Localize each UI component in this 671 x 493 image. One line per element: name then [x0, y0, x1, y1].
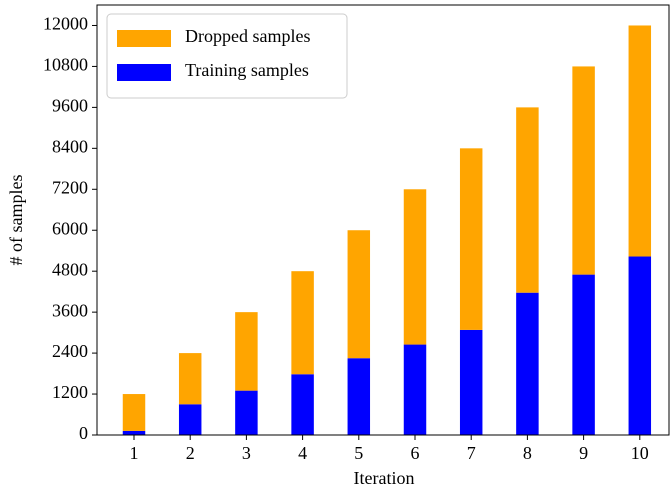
legend-swatch — [117, 30, 171, 47]
y-tick-label: 6000 — [52, 218, 88, 238]
bar — [572, 66, 595, 275]
bar — [403, 344, 427, 435]
bar — [178, 353, 202, 405]
y-tick-label: 12000 — [43, 14, 88, 34]
bar — [459, 148, 483, 330]
y-tick-label: 7200 — [52, 177, 88, 197]
bar — [122, 394, 146, 431]
x-axis-label: Iteration — [354, 468, 415, 488]
bar — [291, 271, 314, 375]
y-tick-label: 8400 — [52, 136, 88, 156]
x-tick-label: 1 — [130, 443, 139, 463]
bar — [459, 329, 483, 435]
x-tick-label: 5 — [354, 443, 363, 463]
bar — [516, 292, 539, 435]
y-tick-label: 10800 — [43, 55, 88, 75]
y-axis-label: # of samples — [6, 175, 26, 266]
y-tick-label: 9600 — [52, 96, 88, 116]
x-tick-label: 4 — [298, 443, 307, 463]
bar — [235, 390, 258, 435]
x-tick-label: 6 — [411, 443, 420, 463]
legend-swatch — [117, 64, 171, 81]
y-tick-label: 1200 — [52, 382, 88, 402]
x-tick-label: 9 — [579, 443, 588, 463]
legend-label: Training samples — [185, 60, 309, 80]
y-tick-label: 3600 — [52, 300, 88, 320]
bar — [122, 430, 146, 435]
bar — [347, 230, 371, 359]
bar — [291, 374, 314, 435]
bar — [403, 189, 427, 345]
x-tick-label: 10 — [631, 443, 649, 463]
bar — [347, 358, 371, 435]
y-tick-label: 2400 — [52, 341, 88, 361]
bar — [628, 256, 652, 435]
y-tick-label: 0 — [79, 423, 88, 443]
plot-frame — [96, 4, 670, 436]
legend-label: Dropped samples — [185, 26, 310, 46]
y-tick-label: 4800 — [52, 259, 88, 279]
x-tick-label: 8 — [523, 443, 532, 463]
bar — [572, 274, 595, 435]
x-tick-label: 7 — [467, 443, 476, 463]
x-tick-label: 2 — [186, 443, 195, 463]
x-tick-label: 3 — [242, 443, 251, 463]
bar — [235, 312, 258, 391]
legend: Dropped samples Training samples — [106, 13, 348, 99]
bar — [516, 107, 539, 293]
bar — [628, 25, 652, 257]
bar — [178, 404, 202, 435]
